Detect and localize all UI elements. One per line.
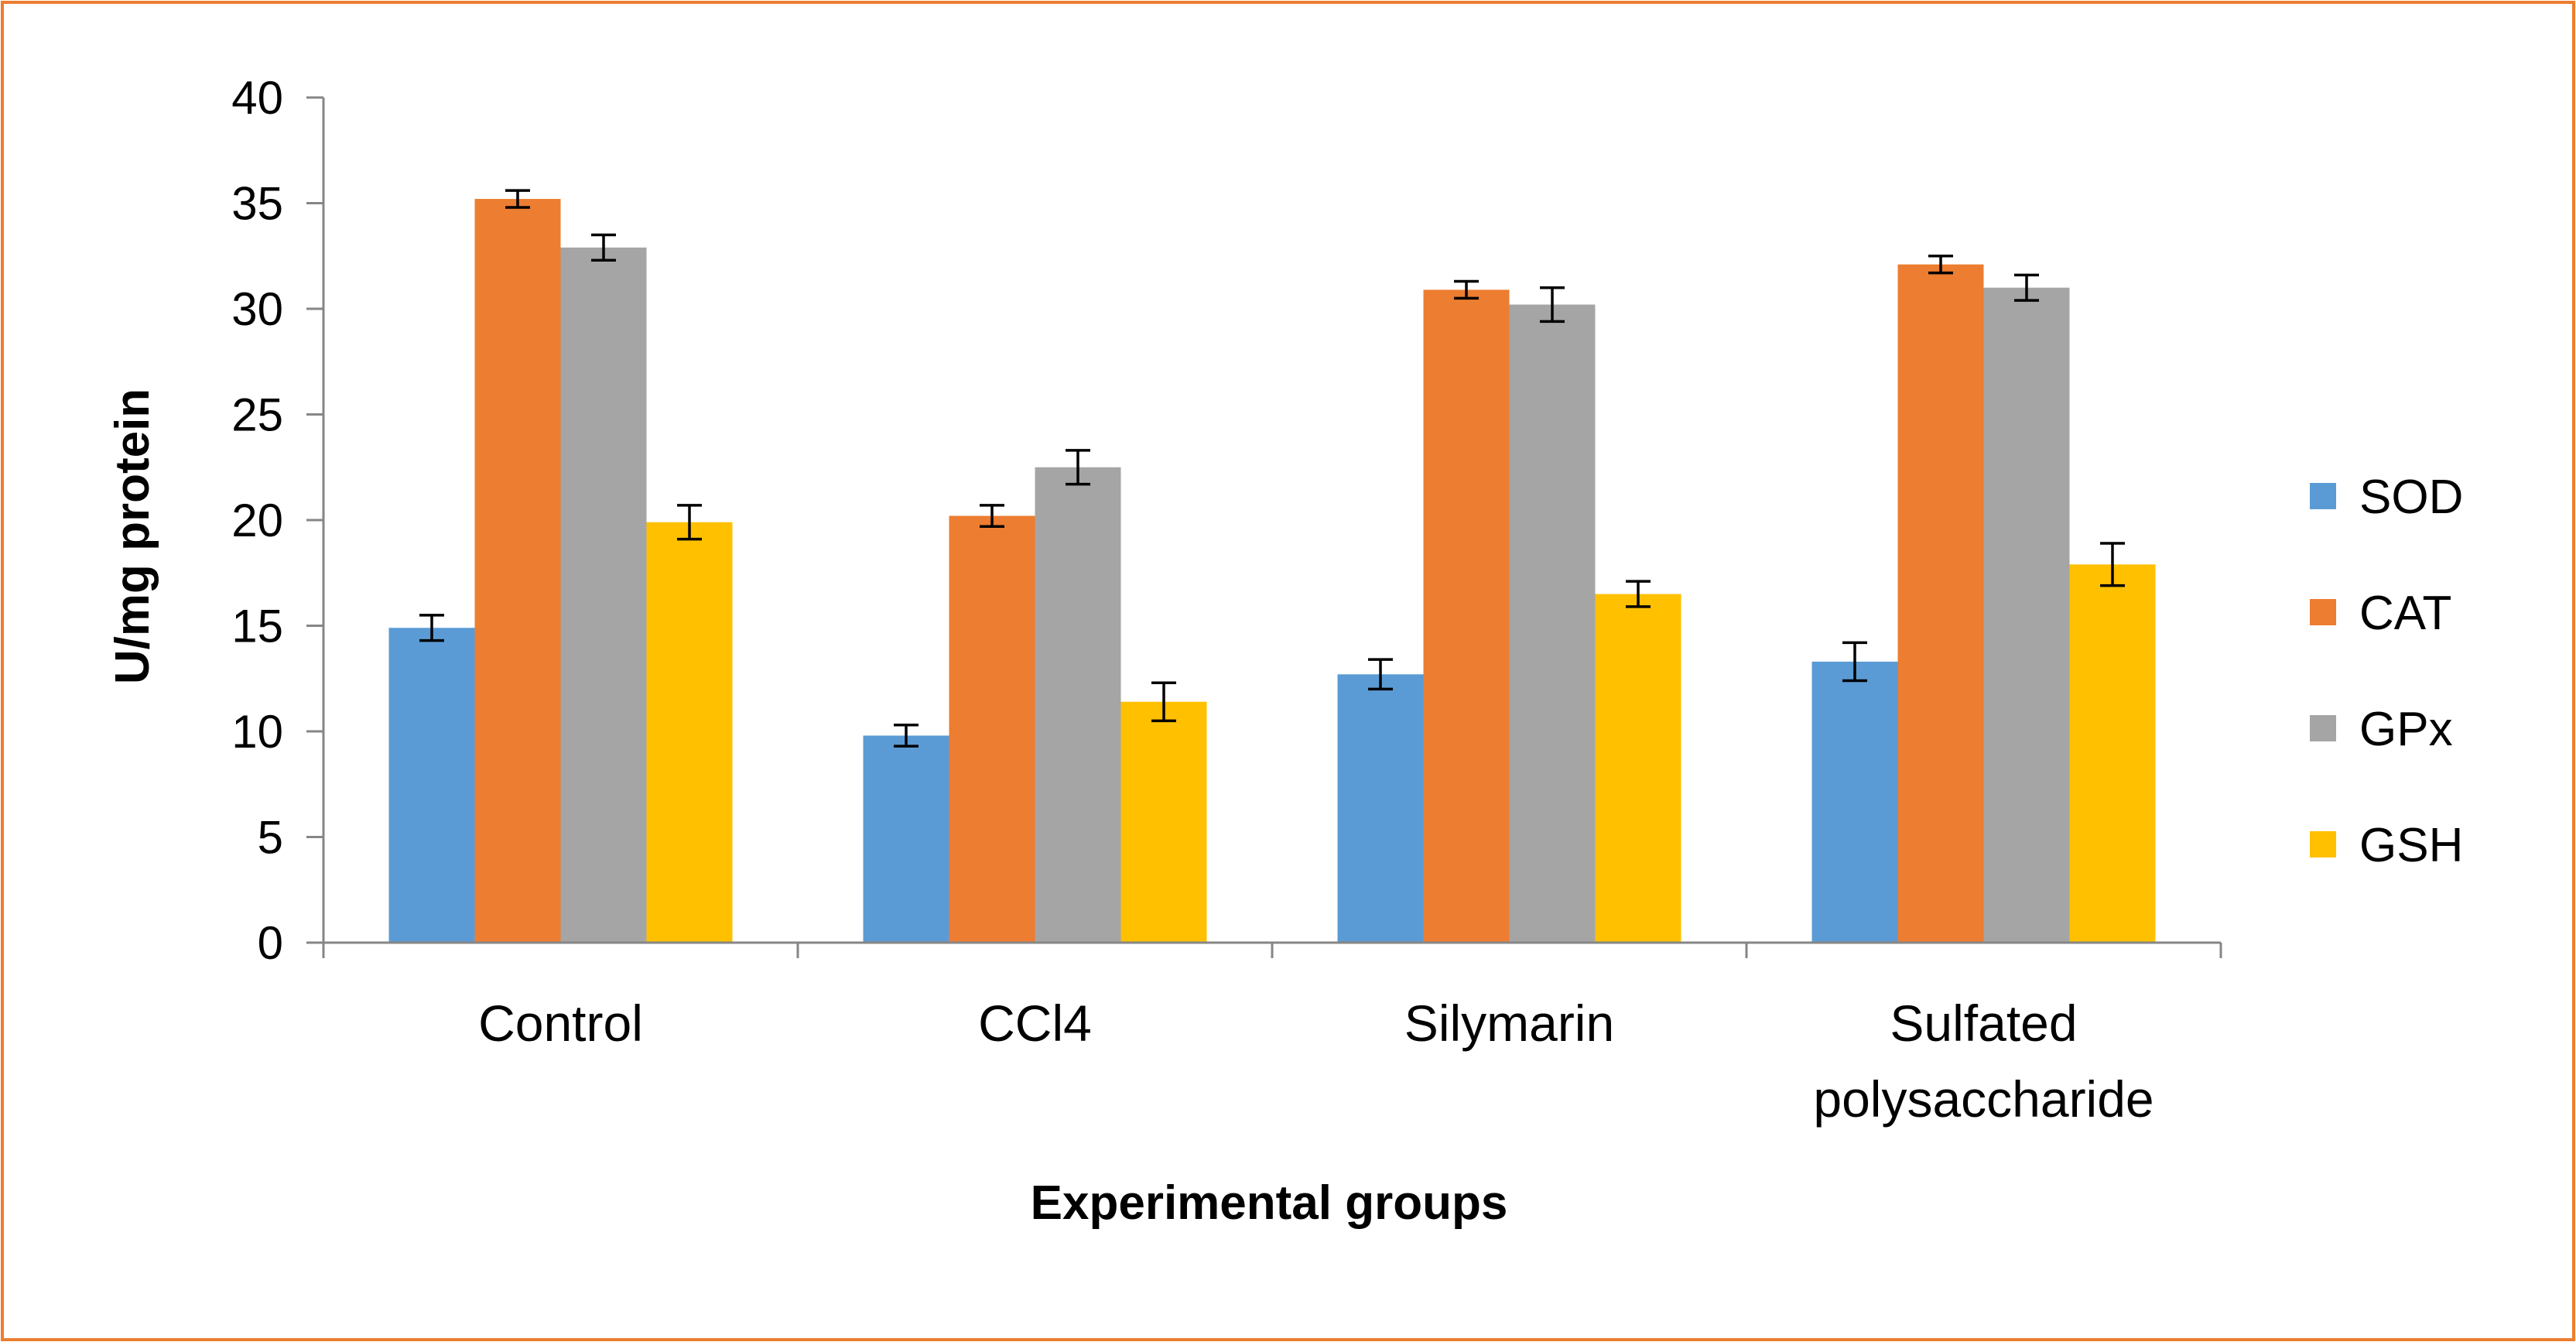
legend: SOD CAT GPx GSH [2310,471,2463,872]
bar-gpx-0 [560,247,647,943]
y-axis-ticks: 0 5 10 15 20 25 30 35 40 [231,72,2222,969]
legend-label: GSH [2359,819,2463,872]
legend-item-sod: SOD [2310,471,2463,524]
error-bar-sod-1 [894,724,919,748]
error-bar-gpx-3 [2014,273,2039,302]
bar-cat-2 [1423,289,1510,943]
y-tick-label: 0 [258,917,283,969]
legend-item-gpx: GPx [2310,703,2453,756]
y-tick-label: 35 [231,178,283,230]
legend-label: CAT [2359,587,2451,640]
legend-item-cat: CAT [2310,587,2451,640]
x-category-label: CCl4 [978,995,1092,1052]
y-tick-label: 10 [231,706,283,758]
y-tick-label: 5 [258,812,283,864]
legend-item-gsh: GSH [2310,819,2463,872]
error-bar-gpx-1 [1066,449,1090,486]
bar-cat-0 [474,199,561,943]
x-category-label: polysaccharide [1813,1070,2154,1128]
bar-gpx-3 [1983,287,2070,943]
error-bar-gsh-2 [1626,580,1651,608]
error-bar-gsh-0 [677,504,702,541]
x-category-label: Control [478,995,643,1052]
y-tick-label: 25 [231,389,283,441]
error-bar-sod-3 [1842,641,1867,683]
error-bar-gpx-2 [1540,286,1565,324]
error-bar-cat-1 [980,504,1004,528]
bar-gpx-1 [1035,467,1121,943]
x-axis-title: Experimental groups [1031,1176,1508,1230]
error-bar-cat-0 [505,189,530,209]
error-bar-cat-3 [1928,255,1953,275]
bar-cat-1 [949,515,1035,943]
bar-sod-2 [1337,674,1424,943]
error-bar-gsh-1 [1151,681,1176,723]
y-axis-title: U/mg protein [106,389,159,684]
bar-gsh-0 [646,522,733,943]
legend-label: GPx [2359,703,2453,756]
bar-gsh-1 [1120,701,1207,943]
legend-swatch [2310,483,2336,509]
x-axis-category-labels: Control CCl4 Silymarin Sulfated polysacchari… [478,995,2154,1128]
bar-gpx-2 [1509,304,1596,943]
error-bar-gsh-3 [2100,542,2125,587]
y-tick-label: 15 [231,601,283,652]
y-tick-label: 30 [231,283,283,335]
legend-swatch [2310,831,2336,858]
legend-label: SOD [2359,471,2463,524]
bar-cat-3 [1897,264,1984,943]
y-tick-label: 20 [231,495,283,546]
error-bar-cat-2 [1454,279,1479,300]
bar-sod-1 [863,735,949,943]
error-bar-gpx-0 [591,233,616,262]
bar-gsh-3 [2069,564,2156,943]
x-category-label: Sulfated [1890,995,2077,1052]
x-category-label: Silymarin [1404,995,1614,1052]
bars-layer [388,199,2156,943]
error-bar-sod-2 [1368,658,1393,691]
bar-gsh-2 [1595,594,1681,943]
y-tick-label: 40 [231,72,283,124]
bar-sod-3 [1811,661,1898,943]
bar-sod-0 [388,628,475,943]
legend-swatch [2310,715,2336,741]
error-bar-sod-0 [419,614,444,642]
legend-swatch [2310,599,2336,625]
error-bars-layer [419,189,2125,748]
